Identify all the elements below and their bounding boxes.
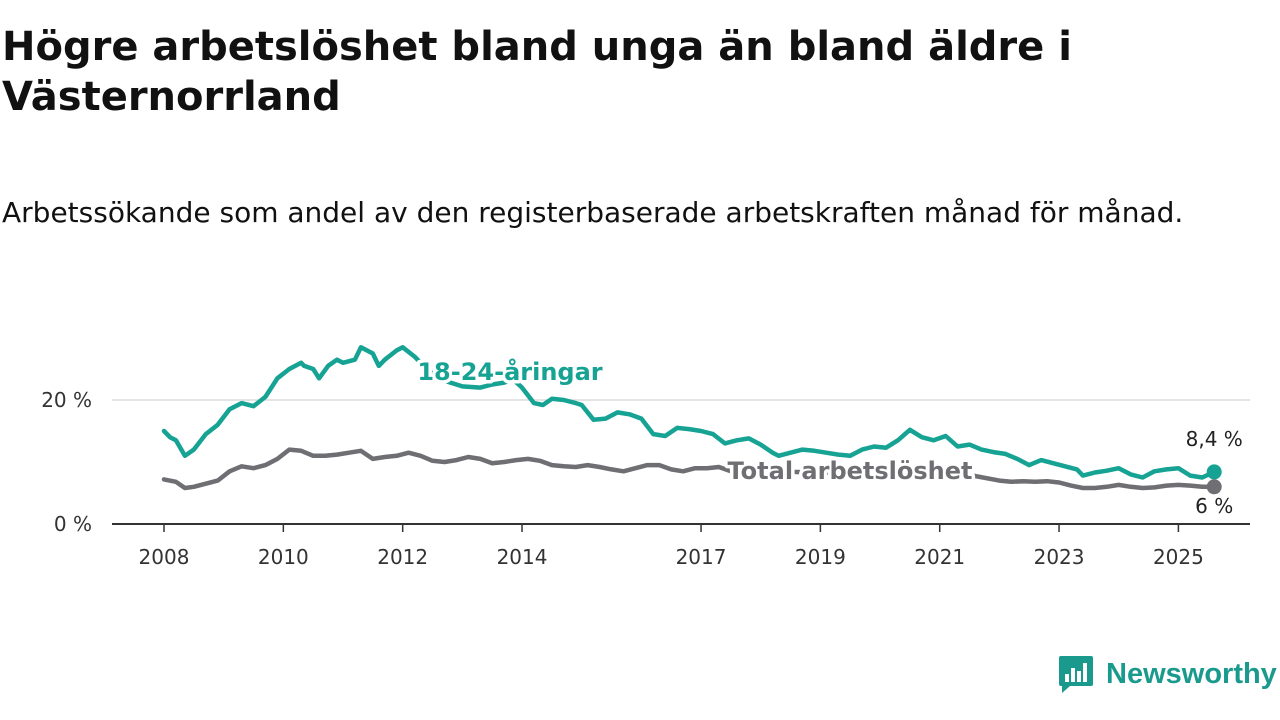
end-point-youth bbox=[1206, 464, 1222, 480]
x-tick-label-2008: 2008 bbox=[139, 545, 190, 569]
y-tick-label-0: 0 % bbox=[54, 512, 92, 536]
newsworthy-logo-icon bbox=[1058, 654, 1094, 694]
end-label-youth: 8,4 % bbox=[1186, 427, 1243, 451]
newsworthy-logo: Newsworthy bbox=[1058, 654, 1277, 694]
x-tick-label-2025: 2025 bbox=[1153, 545, 1204, 569]
x-tick-label-2012: 2012 bbox=[377, 545, 428, 569]
chart-subtitle: Arbetssökande som andel av den registerb… bbox=[2, 196, 1184, 229]
x-tick-label-2019: 2019 bbox=[795, 545, 846, 569]
chart-title: Högre arbetslöshet bland unga än bland ä… bbox=[2, 24, 1072, 120]
x-tick-label-2014: 2014 bbox=[497, 545, 548, 569]
series-line-youth bbox=[161, 345, 1217, 480]
x-tick-label-2023: 2023 bbox=[1034, 545, 1085, 569]
end-point-total bbox=[1206, 479, 1222, 495]
x-tick-label-2021: 2021 bbox=[914, 545, 965, 569]
series-label-youth: 18-24-åringar bbox=[417, 357, 602, 386]
series-line-total bbox=[161, 447, 1217, 491]
x-tick-label-2017: 2017 bbox=[676, 545, 727, 569]
end-label-total: 6 % bbox=[1195, 494, 1233, 518]
newsworthy-logo-text: Newsworthy bbox=[1106, 657, 1277, 690]
line-chart: 0 % 20 % 2008 2010 2012 2014 2017 2019 2021 2023 2… bbox=[41, 345, 1250, 569]
series-label-total: Total arbetslöshet bbox=[727, 457, 972, 485]
y-tick-label-20: 20 % bbox=[41, 388, 92, 412]
x-tick-label-2010: 2010 bbox=[258, 545, 309, 569]
